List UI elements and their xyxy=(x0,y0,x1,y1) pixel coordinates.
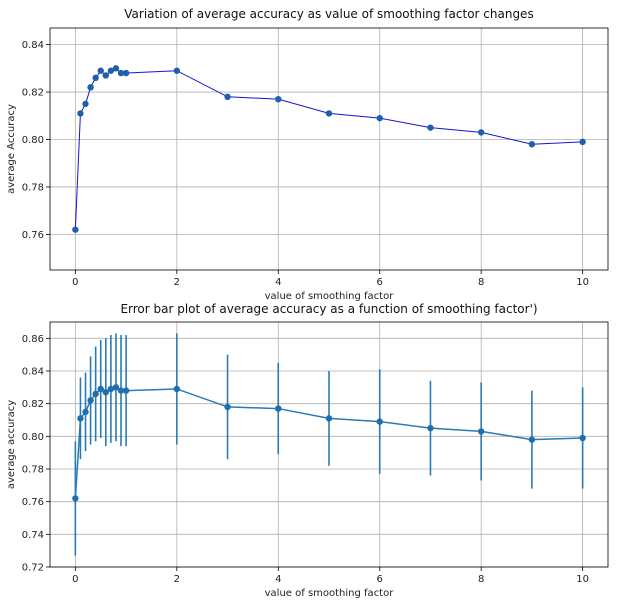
data-point xyxy=(477,428,485,435)
x-tick-label: 6 xyxy=(377,574,383,585)
x-axis-label: value of smoothing factor xyxy=(265,291,395,302)
data-point xyxy=(87,84,94,91)
x-tick-label: 8 xyxy=(478,277,484,288)
y-tick-label: 0.74 xyxy=(22,530,44,541)
data-points xyxy=(72,384,586,502)
data-point xyxy=(72,226,79,233)
data-point xyxy=(117,387,125,394)
data-point xyxy=(72,495,79,502)
data-point xyxy=(97,385,104,393)
data-point xyxy=(117,69,125,77)
data-point xyxy=(173,67,181,74)
data-point xyxy=(77,415,84,422)
y-axis-label: average Accuracy xyxy=(6,104,17,194)
data-point xyxy=(579,434,586,442)
plot-frame xyxy=(49,27,609,271)
data-point xyxy=(112,384,120,391)
data-point xyxy=(122,387,130,394)
x-axis: 0 2 4 6 8 10 xyxy=(72,567,589,585)
data-point xyxy=(122,69,130,77)
chart-panel-1: 0 2 4 6 8 10 0.76 0.78 0.80 0.82 0.84 Variation of … xyxy=(6,7,609,302)
y-tick-label: 0.78 xyxy=(22,182,44,193)
y-tick-label: 0.76 xyxy=(22,497,44,508)
data-point xyxy=(77,110,84,117)
y-tick-label: 0.80 xyxy=(22,135,44,146)
plot-frame xyxy=(49,321,609,568)
data-point xyxy=(87,397,94,404)
data-point xyxy=(528,141,536,148)
x-tick-label: 6 xyxy=(377,277,383,288)
data-point xyxy=(102,72,110,79)
data-point xyxy=(107,385,115,393)
data-point xyxy=(82,408,89,416)
data-point xyxy=(112,65,120,72)
x-axis-label: value of smoothing factor xyxy=(265,588,395,599)
y-axis: 0.72 0.74 0.76 0.78 0.80 0.82 0.84 0.86 xyxy=(22,334,50,574)
error-bars xyxy=(74,333,584,556)
y-axis: 0.76 0.78 0.80 0.82 0.84 xyxy=(22,40,50,241)
data-point xyxy=(477,129,485,136)
y-tick-label: 0.82 xyxy=(22,88,44,99)
data-point xyxy=(224,403,231,411)
chart-panel-2: 0 2 4 6 8 10 0.72 0.74 0.76 0.78 0.80 0.82 0.84 0.86 E… xyxy=(6,302,609,599)
data-point xyxy=(97,67,104,74)
data-point xyxy=(528,436,536,443)
data-points xyxy=(72,65,586,233)
y-tick-label: 0.82 xyxy=(22,399,44,410)
x-tick-label: 0 xyxy=(72,277,78,288)
x-tick-label: 8 xyxy=(478,574,484,585)
data-point xyxy=(275,95,282,103)
data-point xyxy=(376,418,383,425)
data-point xyxy=(102,389,110,396)
y-tick-label: 0.84 xyxy=(22,367,44,378)
data-point xyxy=(173,385,181,393)
x-tick-label: 10 xyxy=(576,277,589,288)
chart-title: Variation of average accuracy as value o… xyxy=(124,7,533,21)
series-line xyxy=(74,67,583,230)
data-point xyxy=(82,100,89,108)
data-point xyxy=(92,390,99,398)
data-point xyxy=(224,93,231,101)
x-tick-label: 2 xyxy=(174,277,180,288)
data-point xyxy=(92,74,99,82)
x-tick-label: 2 xyxy=(174,574,180,585)
x-tick-label: 10 xyxy=(576,574,589,585)
y-tick-label: 0.78 xyxy=(22,465,44,476)
data-point xyxy=(325,415,333,422)
y-tick-label: 0.76 xyxy=(22,230,44,241)
x-tick-label: 0 xyxy=(72,574,78,585)
data-point xyxy=(427,424,434,432)
y-tick-label: 0.84 xyxy=(22,40,44,51)
data-point xyxy=(427,124,434,131)
y-tick-label: 0.86 xyxy=(22,334,44,345)
data-point xyxy=(376,114,383,122)
y-tick-label: 0.72 xyxy=(22,563,44,574)
data-point xyxy=(107,67,115,74)
data-point xyxy=(579,138,586,146)
x-tick-label: 4 xyxy=(275,277,281,288)
y-axis-label: average accuracy xyxy=(6,400,17,489)
chart-title: Error bar plot of average accuracy as a … xyxy=(120,302,537,316)
data-point xyxy=(325,110,333,117)
grid-lines xyxy=(50,28,608,270)
y-tick-label: 0.80 xyxy=(22,432,44,443)
data-point xyxy=(275,405,282,412)
x-axis: 0 2 4 6 8 10 xyxy=(72,270,589,288)
x-tick-label: 4 xyxy=(275,574,281,585)
